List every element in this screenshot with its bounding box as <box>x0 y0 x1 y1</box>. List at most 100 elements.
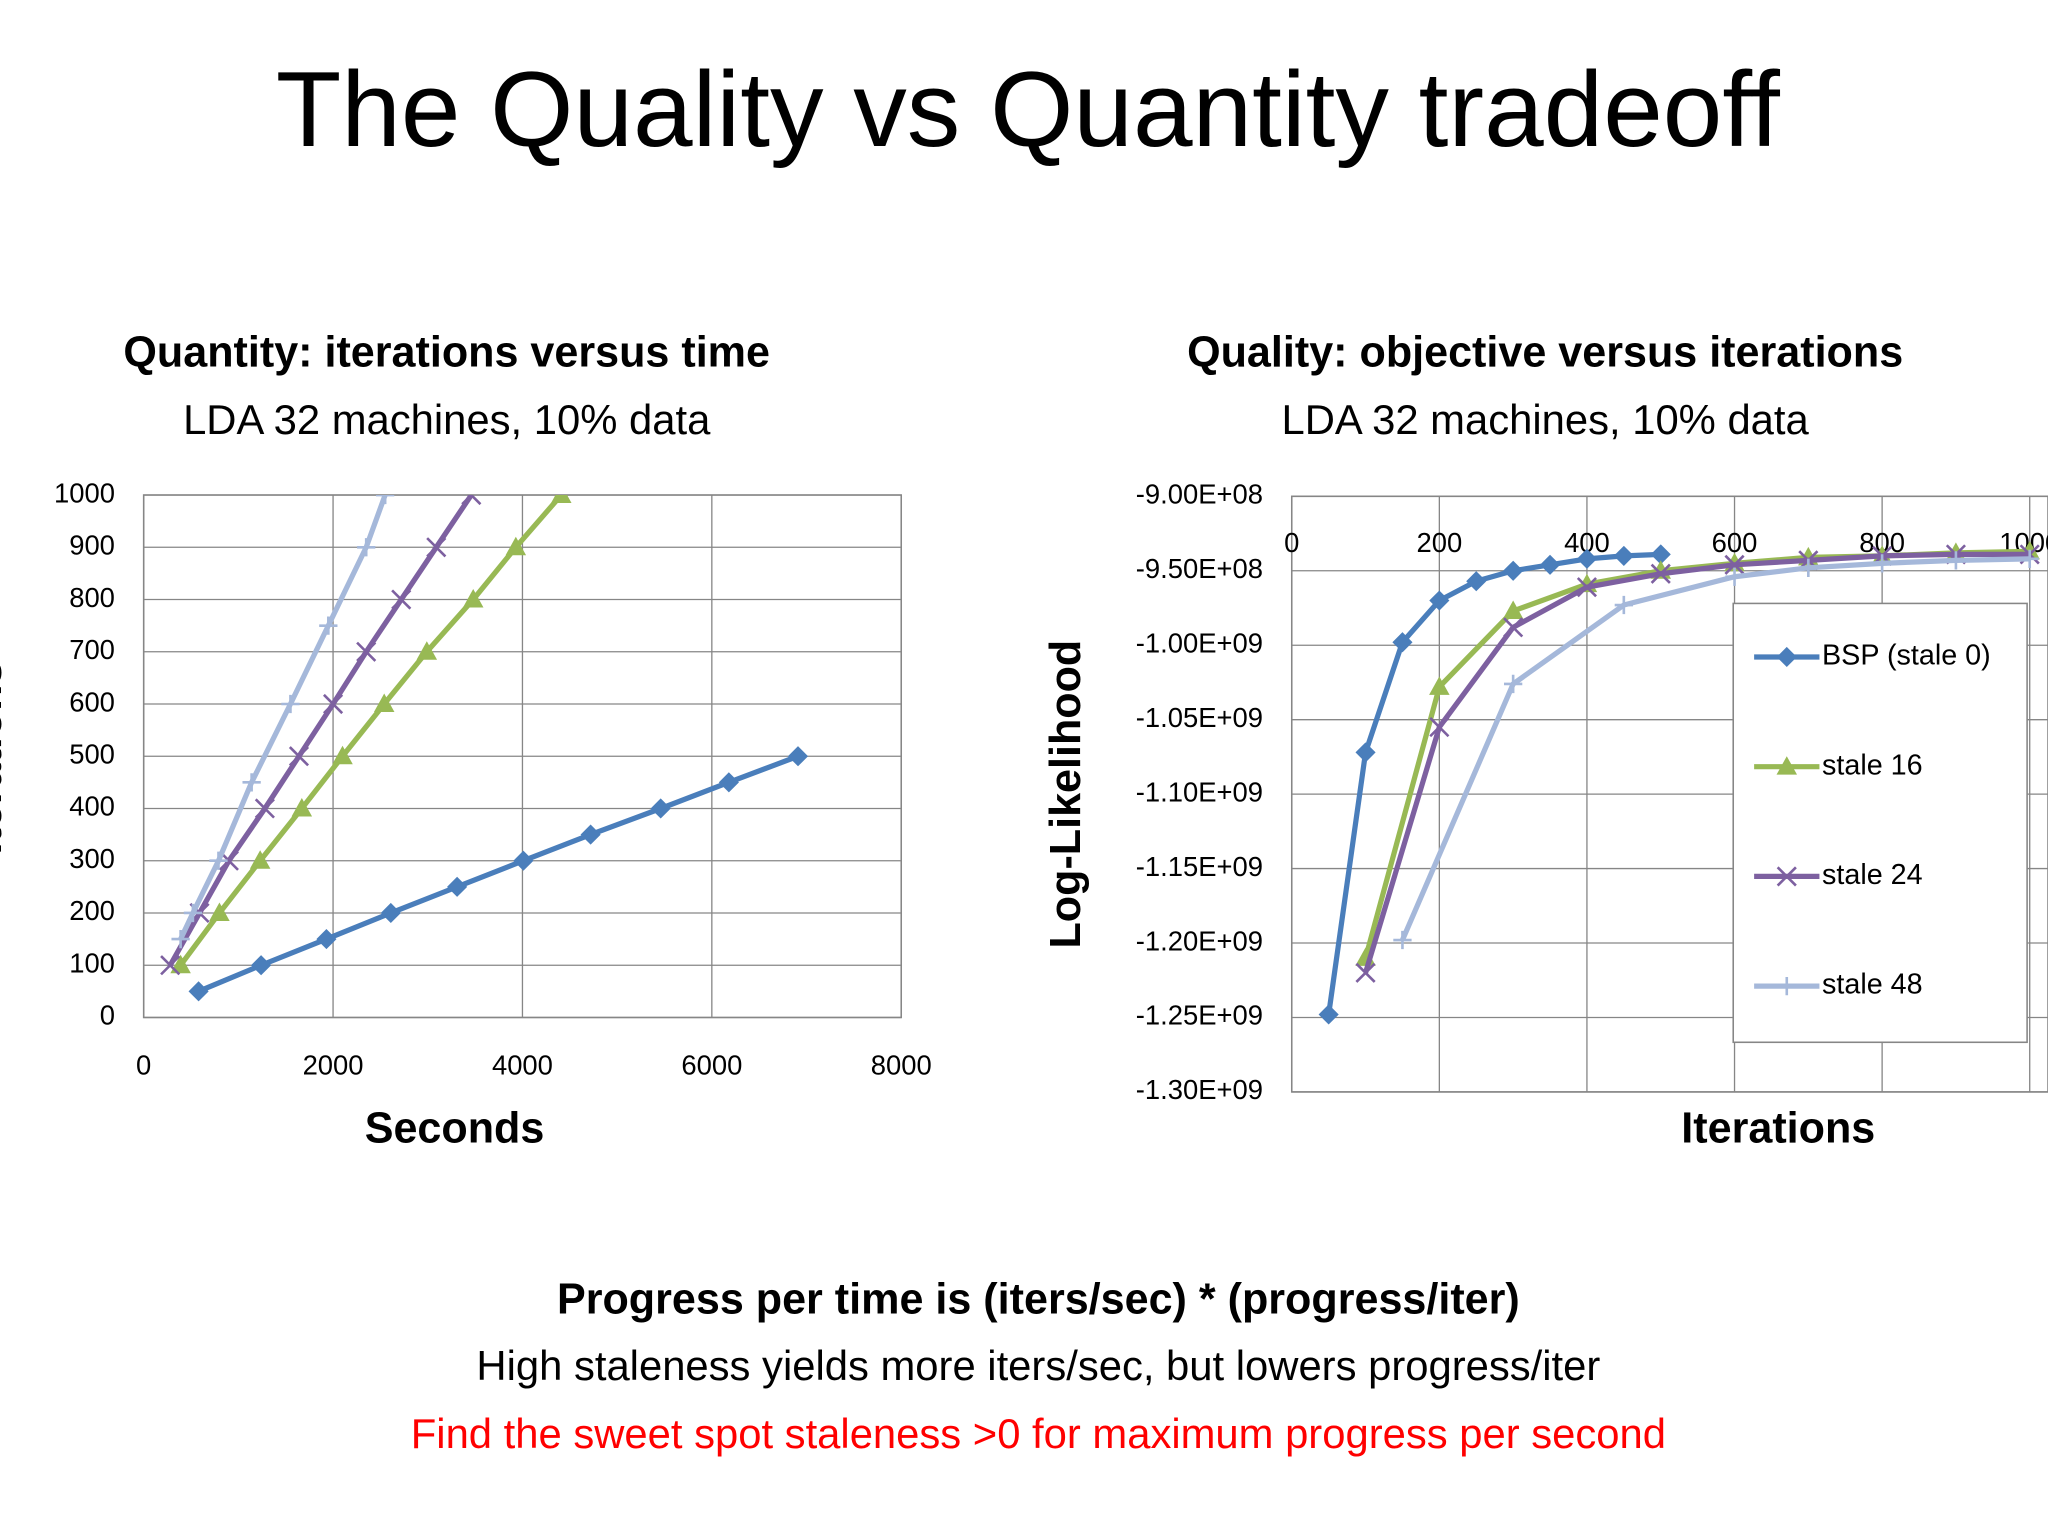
marker <box>251 955 272 976</box>
legend-box <box>1732 602 2028 1044</box>
marker <box>188 981 209 1002</box>
footer-line: Find the sweet spot staleness >0 for max… <box>411 1410 1666 1457</box>
marker <box>1393 930 1412 950</box>
series-line <box>1363 551 2030 974</box>
series-line <box>167 495 474 967</box>
marker <box>319 616 338 635</box>
marker <box>447 876 468 897</box>
marker <box>1466 571 1487 592</box>
series-line <box>178 495 564 967</box>
marker <box>170 954 191 974</box>
marker <box>1614 595 1633 615</box>
y-tick-label: 900 <box>69 530 115 561</box>
series-group <box>160 495 809 1002</box>
marker <box>650 798 671 819</box>
marker <box>1502 600 1524 619</box>
marker <box>249 850 271 869</box>
marker <box>1429 676 1450 695</box>
x-tick-label: 600 <box>1712 527 1758 558</box>
marker <box>1392 632 1413 653</box>
x-axis-title: Seconds <box>365 1104 545 1152</box>
footer-line: Progress per time is (iters/sec) * (prog… <box>557 1276 1520 1324</box>
marker <box>1776 646 1797 668</box>
marker <box>281 694 300 714</box>
marker <box>551 495 572 503</box>
marker <box>316 929 337 950</box>
series-line <box>1400 556 2030 942</box>
marker <box>461 495 482 506</box>
marker <box>391 589 412 610</box>
marker <box>254 798 275 819</box>
marker <box>1576 577 1598 598</box>
marker <box>209 902 230 921</box>
chart-title: Quality: objective versus iterations <box>1187 329 1903 377</box>
x-axis-title: Iterations <box>1681 1104 1875 1152</box>
y-axis-title: Log-Likelihood <box>1042 640 1090 949</box>
marker <box>2020 549 2039 569</box>
slide-title: The Quality vs Quantity tradeoff <box>276 49 1780 169</box>
marker <box>1355 742 1376 763</box>
series-line <box>197 753 799 994</box>
marker <box>1613 545 1634 566</box>
marker <box>373 693 395 712</box>
marker <box>1355 962 1376 983</box>
y-tick-label: 1000 <box>54 477 115 508</box>
marker <box>1576 548 1598 569</box>
marker <box>357 538 376 557</box>
x-tick-label: 200 <box>1416 527 1462 558</box>
y-tick-label: 0 <box>100 1000 115 1031</box>
footer-line: High staleness yields more iters/sec, bu… <box>476 1342 1600 1389</box>
marker <box>416 641 438 660</box>
x-tick-label: 4000 <box>492 1049 553 1080</box>
y-tick-label: -1.15E+09 <box>1136 851 1263 882</box>
legend-label: BSP (stale 0) <box>1822 640 1991 672</box>
marker <box>580 824 601 845</box>
marker <box>1872 554 1892 573</box>
legend-label: stale 16 <box>1822 749 1923 781</box>
marker <box>1503 674 1523 694</box>
y-tick-label: 400 <box>69 791 115 822</box>
marker <box>1318 1004 1339 1025</box>
x-tick-label: 8000 <box>871 1049 932 1080</box>
y-axis-title: Iterations <box>0 661 11 855</box>
legend-label: stale 24 <box>1822 859 1923 891</box>
marker <box>787 746 809 767</box>
marker <box>322 693 344 715</box>
marker <box>718 772 739 793</box>
y-tick-label: -1.30E+09 <box>1136 1074 1263 1105</box>
marker <box>288 746 310 767</box>
marker <box>356 641 377 662</box>
marker <box>1429 590 1450 611</box>
marker <box>242 773 261 792</box>
y-tick-label: 500 <box>69 738 115 769</box>
marker <box>505 536 527 556</box>
marker <box>1776 756 1798 775</box>
marker <box>1724 554 1745 575</box>
x-tick-label: 2000 <box>303 1049 364 1080</box>
x-tick-label: 6000 <box>681 1049 742 1080</box>
series-line <box>178 495 388 941</box>
marker <box>171 929 190 949</box>
y-tick-label: -9.00E+08 <box>1136 479 1263 510</box>
marker <box>1946 551 1966 570</box>
chart-title: Quantity: iterations versus time <box>123 329 770 377</box>
series-line <box>1326 551 1661 1015</box>
marker <box>209 851 228 870</box>
marker <box>1776 866 1797 887</box>
y-tick-label: -1.25E+09 <box>1136 1000 1263 1031</box>
marker <box>183 903 203 923</box>
y-tick-label: 600 <box>69 686 115 717</box>
y-tick-label: -1.00E+09 <box>1136 627 1263 658</box>
y-tick-label: -1.20E+09 <box>1136 925 1263 956</box>
x-tick-label: 0 <box>136 1049 151 1080</box>
y-tick-label: 700 <box>69 634 115 665</box>
marker <box>426 537 447 558</box>
marker <box>1725 567 1744 586</box>
marker <box>291 798 313 817</box>
chart-subtitle: LDA 32 machines, 10% data <box>183 396 711 443</box>
marker <box>160 955 181 976</box>
y-tick-label: 800 <box>69 582 115 613</box>
marker <box>1777 976 1796 996</box>
y-tick-label: 300 <box>69 843 115 874</box>
